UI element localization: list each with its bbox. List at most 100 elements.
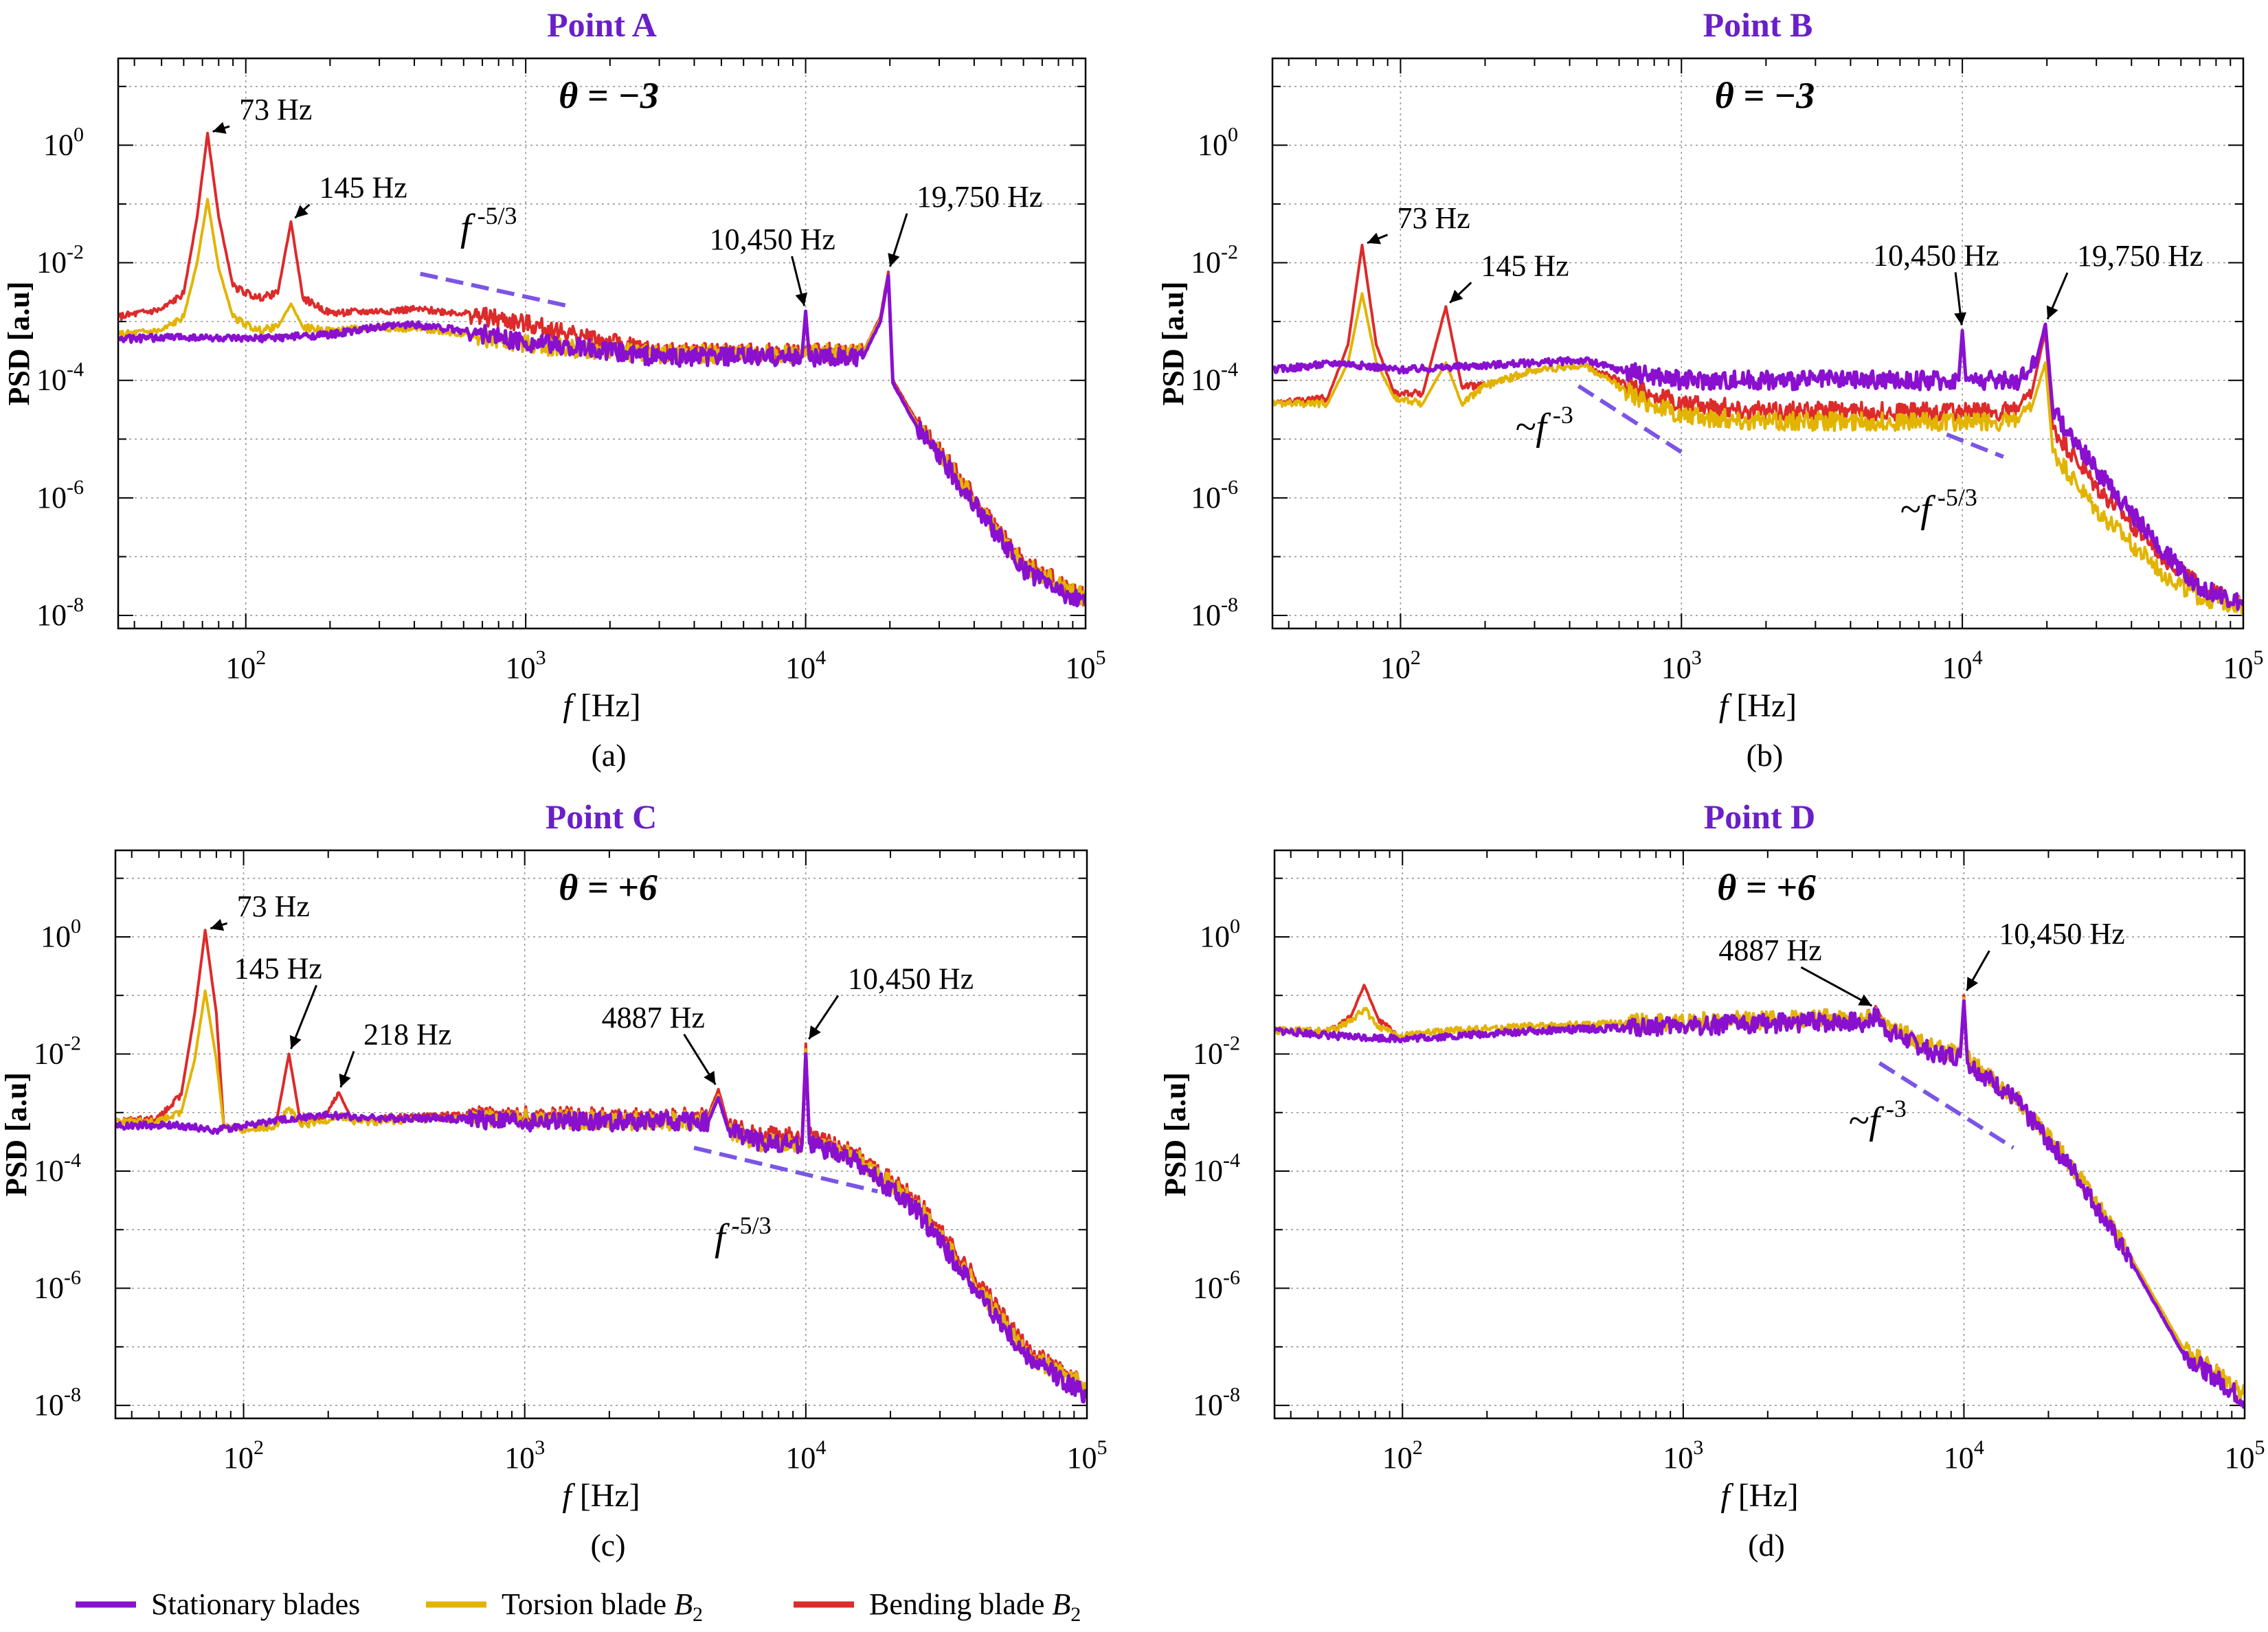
peak-annotation: 10,450 Hz: [710, 223, 835, 306]
slope-line: [1878, 1061, 2014, 1150]
slope-label: ~f -3: [1515, 401, 1573, 449]
y-tick-label: 10-4: [1193, 1149, 1240, 1188]
chart-panel-b: 102 103 104 105 100 10-2 10-4 10-6 10-8 f [Hz] PSD…: [1156, 5, 2264, 773]
series-bending: [1275, 984, 2245, 1400]
panel-label: (a): [591, 738, 626, 773]
chart-panel-a: 102 103 104 105 100 10-2 10-4 10-6 10-8 f [Hz] PSD…: [2, 5, 1106, 773]
arrow-head: [1966, 977, 1979, 991]
peak-annotation: 19,750 Hz: [888, 180, 1042, 267]
x-tick-label: 102: [1382, 1436, 1423, 1475]
ticks: [115, 850, 1087, 1418]
legend-label: Bending blade B2: [869, 1587, 1081, 1626]
slope-line: [1577, 384, 1683, 454]
x-tick-label: 104: [1942, 646, 1983, 685]
x-tick-label: 103: [1663, 1436, 1703, 1475]
annotation-label: 218 Hz: [363, 1018, 451, 1052]
annotation-label: 145 Hz: [234, 951, 322, 985]
x-axis-label: f [Hz]: [1720, 1477, 1798, 1514]
plot-frame: [1273, 849, 2246, 1420]
arrow-head: [1367, 232, 1382, 245]
series-bending: [118, 131, 1086, 607]
peak-annotation: 4887 Hz: [1718, 933, 1873, 1007]
slope-label: f -5/3: [715, 1212, 772, 1259]
grid: [1272, 58, 2244, 628]
theta-label: θ = +6: [1717, 867, 1816, 908]
y-tick-label: 100: [41, 915, 81, 953]
y-tick-label: 10-4: [36, 359, 84, 397]
plot-frame: [1271, 57, 2245, 630]
slope-line: [420, 271, 572, 309]
legend-label: Stationary blades: [151, 1587, 360, 1621]
x-tick-label: 103: [506, 646, 546, 685]
panel-title: Point B: [1703, 5, 1813, 44]
x-axis-label: f [Hz]: [1719, 688, 1797, 724]
x-axis-label: f [Hz]: [562, 1477, 640, 1514]
plot-frame: [117, 57, 1087, 630]
annotation-label: 145 Hz: [1481, 249, 1569, 282]
annotation-label: 19,750 Hz: [2077, 239, 2203, 273]
series-stationary: [1275, 999, 2245, 1409]
annotation-arrow: [1800, 966, 1873, 1007]
x-tick-label: 104: [785, 646, 826, 685]
x-tick-label: 105: [1067, 1436, 1108, 1475]
annotation-label: 10,450 Hz: [848, 962, 974, 995]
plot-frame: [114, 849, 1088, 1420]
y-tick-label: 10-6: [34, 1267, 81, 1305]
x-tick-label: 103: [504, 1436, 545, 1475]
slope-label: ~f -3: [1848, 1095, 1907, 1142]
y-tick-label: 10-6: [1191, 476, 1238, 514]
y-tick-label: 10-4: [1191, 359, 1238, 397]
series-torsion: [1275, 997, 2245, 1400]
ticks: [1275, 850, 2245, 1418]
annotation-label: 73 Hz: [239, 93, 312, 126]
peak-annotation: 19,750 Hz: [2046, 239, 2203, 320]
x-tick-label: 103: [1661, 646, 1702, 685]
slope-line: [1946, 432, 2004, 459]
series-bending: [1272, 243, 2243, 615]
legend-item: Stationary blades: [76, 1587, 360, 1621]
annotation-label: 4887 Hz: [602, 1001, 705, 1034]
chart-panel-c: 102 103 104 105 100 10-2 10-4 10-6 10-8 f [Hz] PSD…: [0, 797, 1108, 1563]
arrow-head: [795, 292, 808, 306]
y-tick-label: 10-2: [34, 1032, 81, 1070]
annotation-label: 10,450 Hz: [710, 223, 835, 256]
panel-title: Point C: [546, 797, 658, 836]
arrow-head: [212, 122, 227, 134]
theta-label: θ = +6: [559, 867, 658, 908]
y-tick-label: 10-2: [1193, 1032, 1240, 1070]
slope-line: [693, 1146, 878, 1194]
arrow-head: [289, 1035, 302, 1050]
panel-title: Point D: [1704, 797, 1816, 836]
arrow-head: [295, 205, 308, 218]
legend-item: Bending blade B2: [794, 1587, 1081, 1626]
arrow-head: [1450, 289, 1463, 303]
ticks: [1272, 58, 2243, 628]
arrow-head: [1858, 994, 1872, 1006]
panel-label: (c): [590, 1528, 625, 1563]
series-torsion: [1272, 292, 2243, 616]
legend-label: Torsion blade B2: [502, 1587, 703, 1626]
peak-annotation: 145 Hz: [234, 951, 322, 1050]
arrow-head: [1954, 312, 1967, 326]
y-tick-label: 100: [1198, 123, 1238, 161]
y-tick-label: 10-8: [1193, 1383, 1240, 1422]
peak-annotation: 218 Hz: [339, 1018, 451, 1088]
x-tick-label: 105: [1066, 646, 1106, 685]
annotation-label: 145 Hz: [319, 171, 407, 205]
legend-item: Torsion blade B2: [426, 1587, 703, 1626]
series-stationary: [1272, 322, 2243, 611]
series-bending: [115, 929, 1087, 1397]
arrow-head: [809, 1025, 821, 1039]
x-tick-label: 102: [223, 1436, 264, 1475]
series-torsion: [115, 989, 1087, 1397]
series-stationary: [118, 274, 1086, 608]
peak-annotation: 73 Hz: [1367, 201, 1470, 245]
y-tick-label: 10-6: [36, 476, 84, 514]
annotation-label: 73 Hz: [237, 889, 310, 923]
annotation-label: 10,450 Hz: [1999, 917, 2124, 951]
peak-annotation: 10,450 Hz: [1966, 917, 2125, 992]
peak-annotation: 10,450 Hz: [808, 962, 974, 1040]
annotation-label: 10,450 Hz: [1873, 238, 1999, 272]
arrow-head: [339, 1074, 351, 1088]
